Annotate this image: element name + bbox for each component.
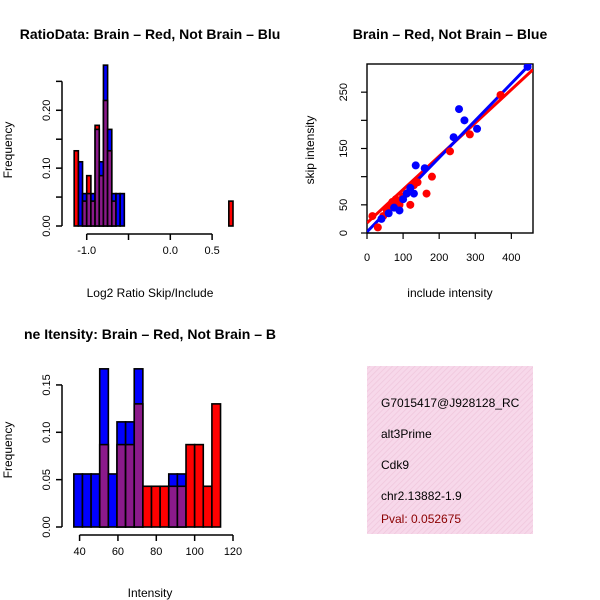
intensity-histogram-bar [142,485,153,528]
intensity-histogram-overlap-bar [167,485,179,528]
info-panel: G7015417@J928128_RC alt3Prime Cdk9 chr2.… [367,366,533,534]
ratio-histogram-bar [119,192,126,227]
intensity-histogram-y-tick-label: 0.00 [41,516,53,537]
ratio-histogram-overlap-bar [106,149,113,227]
intensity-histogram-overlap-bar [176,485,187,528]
intensity-histogram-bar [107,473,118,528]
scatter-x-tick-label: 100 [394,252,412,264]
scatter-not-brain-point [420,164,429,173]
scatter-not-brain-point [395,206,404,215]
intensity-histogram-x-tick-label: 40 [73,546,85,558]
scatter-not-brain-point [460,116,469,125]
scatter-not-brain-point [409,189,418,198]
intensity-histogram-x-tick-label: 100 [185,546,203,558]
ratio-histogram-y-tick-label: 0.10 [41,157,53,178]
scatter-not-brain-point [473,124,482,133]
scatter-brain-point [406,200,415,209]
scatter-xlabel: include intensity [407,286,492,300]
info-pvalue: Pval: 0.052675 [381,512,461,526]
scatter-brain-point [496,90,505,99]
intensity-histogram-bar [81,473,92,528]
intensity-histogram-bar [73,473,84,528]
scatter-y-tick-label: 50 [338,199,350,211]
ratio-histogram-panel: RatioData: Brain – Red, Not Brain – Blu … [1,26,280,300]
ratio-histogram-title: RatioData: Brain – Red, Not Brain – Blu [20,26,281,42]
info-panel-background [367,366,533,534]
ratio-histogram-axes: -1.0 0.0 0.5 0.00 0.10 0.20 [41,80,220,257]
ratio-histogram-x-tick-label: 0.5 [204,245,219,257]
intensity-histogram-y-tick-label: 0.05 [41,469,53,490]
info-probe-id: G7015417@J928128_RC [381,396,520,410]
intensity-histogram-overlap-bar [116,443,127,528]
intensity-histogram-ylabel: Frequency [1,422,15,479]
intensity-histogram-bar [185,443,196,528]
scatter-brain-point [427,172,436,181]
intensity-histogram-y-tick-label: 0.15 [41,374,53,395]
scatter-ylabel: skip intensity [303,116,317,185]
intensity-histogram-bar [159,485,170,528]
scatter-title: Brain – Red, Not Brain – Blue [353,26,548,42]
scatter-x-tick-label: 300 [466,252,484,264]
ratio-histogram-xlabel: Log2 Ratio Skip/Include [87,286,214,300]
scatter-marks [367,64,533,233]
ratio-histogram-bar [228,200,234,227]
scatter-y-tick-label: 250 [338,83,350,101]
intensity-histogram-overlap-bar [133,403,144,528]
intensity-histogram-bar [193,443,205,528]
intensity-histogram-x-tick-label: 80 [150,546,162,558]
scatter-not-brain-point [523,64,532,71]
intensity-histogram-bar [90,473,101,528]
ratio-histogram-ylabel: Frequency [1,122,15,179]
scatter-brain-point [368,212,377,221]
scatter-brain-point [465,130,474,139]
scatter-not-brain-point [449,133,458,142]
scatter-y-tick-label: 150 [338,139,350,157]
ratio-histogram-x-tick-label: 0.0 [163,245,178,257]
scatter-brain-point [413,178,422,187]
ratio-histogram-x-tick-label: -1.0 [77,245,96,257]
ratio-histogram-bars [73,64,234,227]
intensity-histogram-bar [202,485,213,528]
intensity-scatter-panel: Brain – Red, Not Brain – Blue include in… [303,26,547,300]
intensity-histogram-axes: 40 60 80 100 120 0.00 0.05 0.10 0.15 [41,374,242,558]
info-gene-name: Cdk9 [381,458,409,472]
intensity-histogram-bars [73,368,222,528]
intensity-histogram-overlap-bar [124,443,136,528]
scatter-not-brain-point [377,214,386,223]
ratio-histogram-y-tick-label: 0.00 [41,215,53,236]
scatter-not-brain-point [455,105,464,114]
info-locus: chr2.13882-1.9 [381,489,462,503]
intensity-histogram-overlap-bar [98,443,110,528]
ratio-histogram-y-tick-label: 0.20 [41,100,53,121]
scatter-x-tick-label: 200 [430,252,448,264]
intensity-histogram-y-tick-label: 0.10 [41,422,53,443]
info-event-type: alt3Prime [381,427,432,441]
intensity-histogram-x-tick-label: 60 [112,546,124,558]
scatter-not-brain-point [384,209,393,218]
intensity-histogram-title: ne Itensity: Brain – Red, Not Brain – B [24,326,276,342]
scatter-axes: 0 100 200 300 400 0 50 150 250 [338,83,521,264]
scatter-x-tick-label: 400 [502,252,520,264]
intensity-histogram-bar [211,403,222,528]
intensity-histogram-xlabel: Intensity [128,586,173,600]
scatter-not-brain-point [411,161,420,170]
scatter-brain-point [422,189,431,198]
scatter-y-tick-label: 0 [338,230,350,236]
intensity-histogram-panel: ne Itensity: Brain – Red, Not Brain – B … [1,326,276,600]
scatter-brain-point [446,147,454,156]
scatter-series-group [367,64,533,233]
scatter-brain-point [373,223,382,232]
ratio-histogram-bar [73,149,80,227]
scatter-x-tick-label: 0 [364,252,370,264]
intensity-histogram-x-tick-label: 120 [224,546,242,558]
intensity-histogram-bar [150,485,161,528]
